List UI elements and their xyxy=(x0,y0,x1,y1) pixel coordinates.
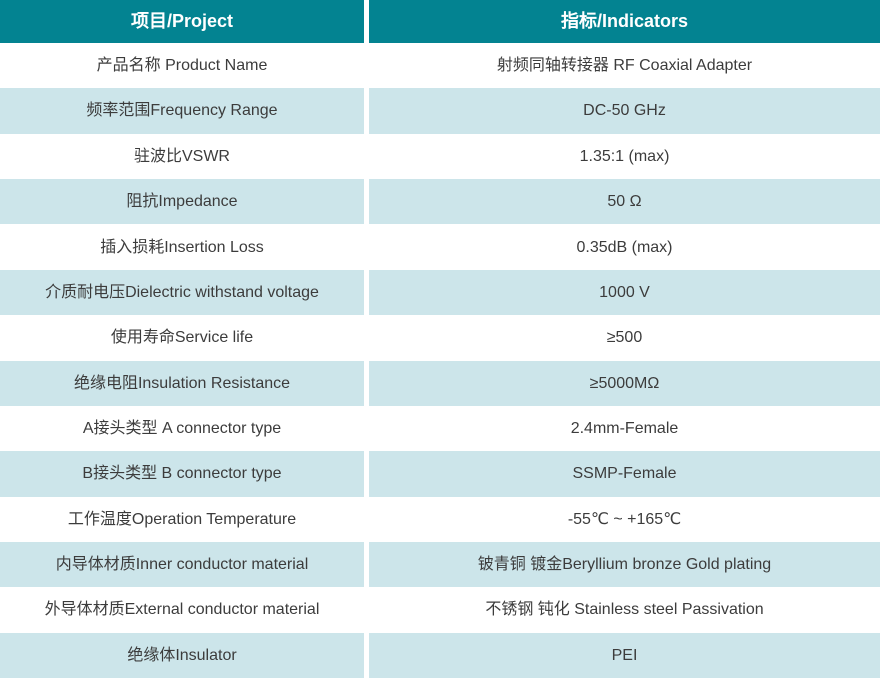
table-row-impedance: 阻抗Impedance 50 Ω xyxy=(0,179,880,225)
table-row-insertion-loss: 插入损耗Insertion Loss 0.35dB (max) xyxy=(0,224,880,270)
column-divider xyxy=(364,632,369,678)
column-header-project: 项目/Project xyxy=(0,0,364,43)
row-label: 阻抗Impedance xyxy=(0,179,364,225)
column-divider xyxy=(364,496,369,542)
row-label: 绝缘体Insulator xyxy=(0,632,364,678)
row-value: 2.4mm-Female xyxy=(369,405,880,452)
column-divider xyxy=(364,88,369,134)
row-label: 使用寿命Service life xyxy=(0,315,364,361)
row-value: 1.35:1 (max) xyxy=(369,133,880,180)
column-divider xyxy=(364,0,369,43)
column-divider xyxy=(364,315,369,361)
table-row-frequency-range: 频率范围Frequency Range DC-50 GHz xyxy=(0,88,880,134)
row-label: 插入损耗Insertion Loss xyxy=(0,224,364,270)
row-label: 产品名称 Product Name xyxy=(0,43,364,89)
row-value: 1000 V xyxy=(369,269,880,316)
row-value: SSMP-Female xyxy=(369,451,880,497)
table-row-product-name: 产品名称 Product Name 射频同轴转接器 RF Coaxial Ada… xyxy=(0,43,880,89)
row-value: 0.35dB (max) xyxy=(369,224,880,270)
row-value: PEI xyxy=(369,632,880,678)
column-divider xyxy=(364,179,369,225)
table-row-dielectric-withstand-voltage: 介质耐电压Dielectric withstand voltage 1000 V xyxy=(0,269,880,316)
column-divider xyxy=(364,360,369,406)
row-value: 铍青铜 镀金Beryllium bronze Gold plating xyxy=(369,541,880,588)
column-divider xyxy=(364,43,369,89)
table-row-insulator: 绝缘体Insulator PEI xyxy=(0,632,880,678)
column-divider xyxy=(364,451,369,497)
row-label: 介质耐电压Dielectric withstand voltage xyxy=(0,269,364,316)
table-row-operation-temperature: 工作温度Operation Temperature -55℃ ~ +165℃ xyxy=(0,496,880,542)
row-label: 外导体材质External conductor material xyxy=(0,587,364,633)
row-value: 不锈钢 钝化 Stainless steel Passivation xyxy=(369,587,880,633)
row-label: B接头类型 B connector type xyxy=(0,451,364,497)
row-value: 50 Ω xyxy=(369,179,880,225)
table-row-a-connector-type: A接头类型 A connector type 2.4mm-Female xyxy=(0,405,880,452)
table-row-service-life: 使用寿命Service life ≥500 xyxy=(0,315,880,361)
column-divider xyxy=(364,587,369,633)
row-label: 内导体材质Inner conductor material xyxy=(0,541,364,588)
column-divider xyxy=(364,405,369,452)
row-value: ≥500 xyxy=(369,315,880,361)
column-header-indicators: 指标/Indicators xyxy=(369,0,880,43)
row-value: -55℃ ~ +165℃ xyxy=(369,496,880,542)
row-label: 绝缘电阻Insulation Resistance xyxy=(0,360,364,406)
table-row-vswr: 驻波比VSWR 1.35:1 (max) xyxy=(0,133,880,180)
row-label: 驻波比VSWR xyxy=(0,133,364,180)
table-row-b-connector-type: B接头类型 B connector type SSMP-Female xyxy=(0,451,880,497)
column-divider xyxy=(364,133,369,180)
table-row-insulation-resistance: 绝缘电阻Insulation Resistance ≥5000MΩ xyxy=(0,360,880,406)
row-value: 射频同轴转接器 RF Coaxial Adapter xyxy=(369,43,880,89)
table-row-inner-conductor-material: 内导体材质Inner conductor material 铍青铜 镀金Bery… xyxy=(0,541,880,588)
row-value: DC-50 GHz xyxy=(369,88,880,134)
table-row-external-conductor-material: 外导体材质External conductor material 不锈钢 钝化 … xyxy=(0,587,880,633)
column-divider xyxy=(364,541,369,588)
row-label: A接头类型 A connector type xyxy=(0,405,364,452)
row-label: 工作温度Operation Temperature xyxy=(0,496,364,542)
column-divider xyxy=(364,269,369,316)
row-value: ≥5000MΩ xyxy=(369,360,880,406)
table-header-row: 项目/Project 指标/Indicators xyxy=(0,0,880,43)
column-divider xyxy=(364,224,369,270)
row-label: 频率范围Frequency Range xyxy=(0,88,364,134)
